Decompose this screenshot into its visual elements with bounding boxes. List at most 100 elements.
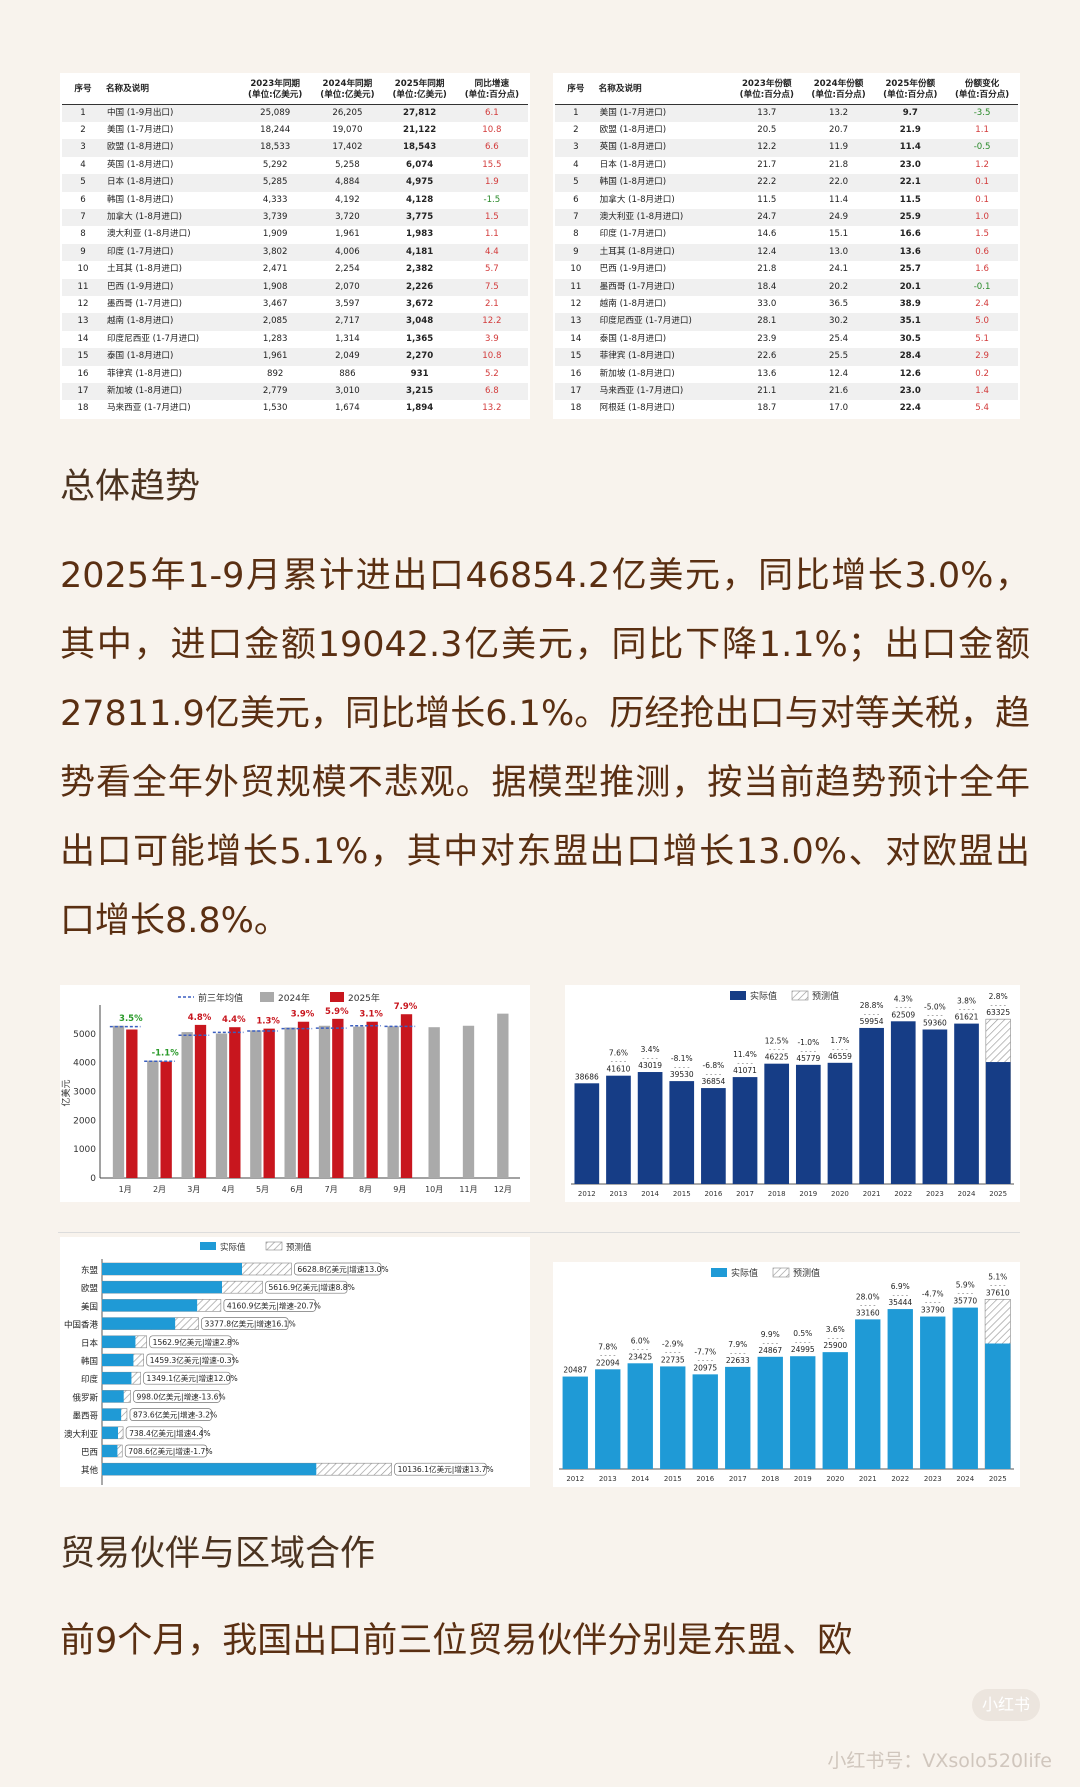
table-cell: 12.4 — [828, 368, 849, 379]
export-growth-table: 序号 名称及说明 2023年同期 (单位:亿美元) 2024年同期 (单位:亿美元) 2… — [62, 76, 528, 418]
value-label: 22735 — [661, 1355, 685, 1364]
bar-2024 — [215, 1033, 228, 1178]
table-cell: 1,314 — [335, 333, 360, 344]
value-label: 738.4亿美元|增速4.4% — [129, 1428, 211, 1438]
table-cell: 17.0 — [828, 403, 849, 414]
table-cell: 2,226 — [383, 278, 456, 296]
x-tick-label: 2021 — [859, 1475, 877, 1483]
x-tick-label: 2012 — [566, 1475, 584, 1483]
table-row: 1 中国 (1-9月出口) 25,089 26,205 27,812 6.1 — [62, 104, 528, 122]
growth-label: 9.9% — [761, 1330, 780, 1339]
bar-actual — [859, 1027, 884, 1184]
growth-label: -5.0% — [924, 1002, 946, 1011]
growth-label: 5.9% — [956, 1281, 975, 1290]
table-cell: 2,049 — [311, 348, 384, 366]
table-cell: 3,672 — [406, 298, 434, 309]
table-cell: 2,382 — [406, 264, 434, 275]
table-cell: 泰国 (1-8月进口) — [599, 333, 667, 344]
x-tick-label: 2013 — [610, 1190, 628, 1198]
dash-mark: - - - - — [860, 1301, 876, 1309]
watermark-text: 小红书号：VXsolo520life — [827, 1750, 1052, 1772]
table-header-cell: 名称及说明 — [103, 76, 240, 105]
growth-label: 7.9% — [394, 1002, 418, 1012]
table-cell: 9 — [62, 243, 104, 262]
value-label: 10136.1亿美元|增速13.7% — [398, 1464, 494, 1474]
bar-actual — [102, 1335, 136, 1348]
table-row: 11 巴西 (1-9月进口) 1,908 2,070 2,226 7.5 — [62, 278, 528, 296]
x-tick-label: 2014 — [631, 1475, 649, 1483]
table-cell: 10.8 — [482, 124, 502, 135]
value-label: 1562.9亿美元|增速2.8% — [153, 1337, 239, 1347]
growth-label: 1.7% — [830, 1036, 849, 1045]
x-tick-label: 2017 — [736, 1190, 754, 1198]
table-cell: -3.5 — [946, 104, 1018, 122]
table-cell: 菲律宾 (1-8月进口) — [596, 348, 731, 366]
table-cell: 5.4 — [975, 403, 989, 414]
table-row: 14 泰国 (1-8月进口) 23.9 25.4 30.5 5.1 — [555, 331, 1018, 348]
growth-label: 3.1% — [359, 1010, 383, 1020]
table-cell: 16 — [77, 368, 89, 379]
table-row: 7 澳大利亚 (1-8月进口) 24.7 24.9 25.9 1.0 — [555, 208, 1018, 227]
table-cell: 22.1 — [874, 174, 947, 192]
table-cell: 4,006 — [311, 243, 384, 262]
table-row: 8 印度 (1-7月进口) 14.6 15.1 16.6 1.5 — [555, 226, 1018, 243]
value-label: 37610 — [986, 1288, 1010, 1297]
table-cell: 英国 (1-8月进口) — [596, 139, 731, 157]
table-header-cell: 2024年份额 (单位:百分点) — [802, 76, 875, 105]
table-row: 5 日本 (1-8月进口) 5,285 4,884 4,975 1.9 — [62, 174, 528, 192]
value-label: 36854 — [701, 1077, 725, 1086]
table-cell: 4,181 — [383, 243, 456, 262]
table-cell: 5,285 — [239, 174, 312, 192]
legend-label: 预测值 — [286, 1242, 312, 1253]
table-cell: 2 — [80, 124, 86, 135]
value-label: 998.0亿美元|增速-13.6% — [137, 1391, 226, 1401]
dash-mark: - - - - — [990, 1001, 1006, 1009]
table-cell: 3,802 — [239, 243, 312, 262]
value-label: 38686 — [575, 1072, 599, 1081]
dash-mark: - - - - — [730, 1349, 746, 1357]
growth-label: -1.1% — [152, 1049, 180, 1059]
value-label-box — [223, 1299, 317, 1312]
table-header-cell: 2023年份额 (单位:百分点) — [730, 76, 803, 105]
table-row: 17 新加坡 (1-8月进口) 2,779 3,010 3,215 6.8 — [62, 383, 528, 401]
table-cell: 11.5 — [899, 194, 921, 205]
table-cell: 12.4 — [730, 243, 803, 262]
dash-mark: - - - - — [795, 1338, 811, 1346]
table-cell: 3,597 — [335, 298, 360, 309]
table-cell: 30.2 — [802, 313, 875, 331]
value-label: 59360 — [923, 1018, 947, 1027]
table-cell: 日本 (1-8月进口) — [599, 159, 667, 170]
table-cell: 欧盟 (1-8月进口) — [599, 124, 667, 135]
table-cell: 泰国 (1-8月进口) — [103, 348, 240, 366]
bar-actual — [606, 1075, 631, 1184]
table-cell: 12.6 — [899, 368, 921, 379]
legend-swatch — [260, 992, 274, 1002]
x-tick-label: 2012 — [578, 1190, 596, 1198]
bar-actual — [764, 1063, 790, 1184]
table-header-cell: 同比增速 (单位:百分点) — [455, 76, 528, 105]
table-row: 3 欧盟 (1-8月进口) 18,533 17,402 18,543 6.6 — [62, 139, 528, 157]
table-cell: 33.0 — [757, 298, 777, 309]
dash-mark: - - - - — [990, 1281, 1006, 1289]
table-cell: 15.5 — [482, 159, 502, 170]
table-cell: 3,775 — [383, 208, 456, 227]
table-row: 16 新加坡 (1-8月进口) 13.6 12.4 12.6 0.2 — [555, 366, 1018, 383]
growth-label: 6.9% — [891, 1282, 910, 1291]
table-cell: 3,739 — [239, 208, 312, 227]
table-cell: 印度 (1-7月进口) — [103, 243, 240, 262]
table-cell: 27,812 — [383, 104, 456, 122]
bar-2024 — [497, 1013, 509, 1178]
table-cell: 3,048 — [383, 313, 456, 331]
legend-label: 实际值 — [731, 1267, 758, 1279]
category-label: 中国香港 — [64, 1320, 99, 1331]
table-cell: 7 — [555, 208, 597, 227]
value-label: 41610 — [607, 1065, 631, 1074]
table-cell: 25.5 — [802, 348, 875, 366]
table-cell: 16 — [570, 368, 582, 379]
growth-label: 11.4% — [733, 1050, 757, 1059]
table-cell: 18,244 — [260, 124, 291, 135]
table-cell: 1,961 — [335, 229, 360, 240]
table-cell: 17 — [555, 383, 597, 401]
category-label: 韩国 — [81, 1356, 98, 1367]
